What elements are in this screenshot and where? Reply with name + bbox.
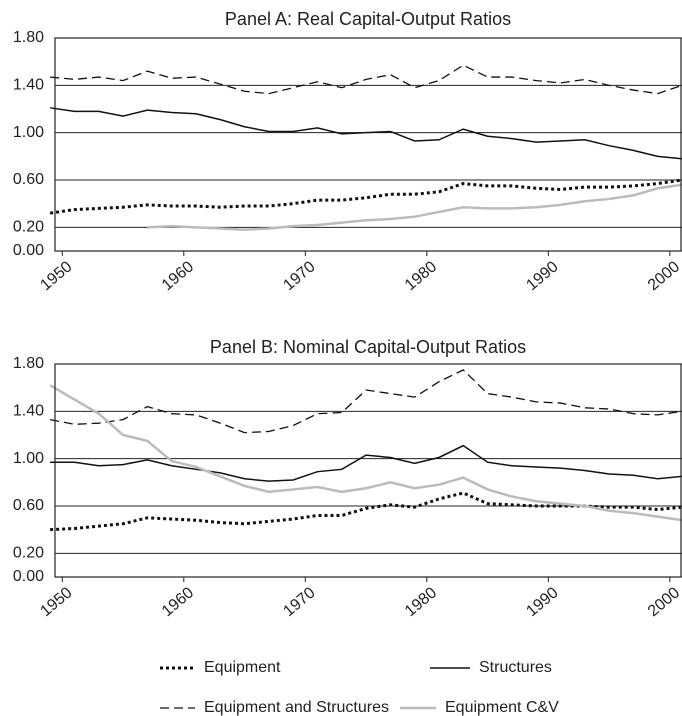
x-tick-label: 1990: [523, 584, 561, 620]
y-tick-label: 0.00: [13, 568, 44, 585]
x-tick-label: 1980: [402, 584, 440, 620]
x-tick-label: 1980: [402, 258, 440, 294]
y-tick-label: 1.00: [13, 124, 44, 141]
series-line: [50, 64, 682, 95]
legend-label: Equipment and Structures: [204, 699, 389, 716]
series-line: [50, 491, 682, 532]
y-tick-label: 1.00: [13, 450, 44, 467]
x-tick-label: 1970: [280, 584, 318, 620]
x-tick-label: 1950: [37, 584, 75, 620]
chart-title: Panel A: Real Capital-Output Ratios: [225, 9, 511, 29]
y-tick-label: 0.20: [13, 219, 44, 236]
x-tick-label: 2000: [645, 258, 682, 294]
y-tick-label: 1.40: [13, 403, 44, 420]
series-line: [50, 369, 682, 434]
series-line: [147, 183, 682, 231]
y-tick-label: 0.60: [13, 497, 44, 514]
x-tick-label: 1960: [159, 258, 197, 294]
y-tick-label: 1.80: [13, 355, 44, 372]
y-tick-label: 0.60: [13, 171, 44, 188]
x-tick-label: 1990: [523, 258, 561, 294]
series-line: [49, 178, 682, 215]
y-tick-label: 1.80: [13, 29, 44, 46]
plot-frame: [54, 37, 682, 252]
series-line: [50, 444, 682, 482]
series-line: [50, 107, 682, 160]
x-tick-label: 1960: [159, 584, 197, 620]
plot-frame: [54, 363, 682, 578]
y-tick-label: 0.00: [13, 242, 44, 259]
series-line: [49, 384, 682, 522]
chart-title: Panel B: Nominal Capital-Output Ratios: [210, 337, 526, 357]
y-tick-label: 1.40: [13, 77, 44, 94]
x-tick-label: 2000: [645, 584, 682, 620]
y-tick-label: 0.20: [13, 545, 44, 562]
legend-label: Structures: [479, 659, 552, 676]
legend-label: Equipment C&V: [445, 699, 559, 716]
x-tick-label: 1970: [280, 258, 318, 294]
legend-label: Equipment: [204, 659, 281, 676]
x-tick-label: 1950: [37, 258, 75, 294]
